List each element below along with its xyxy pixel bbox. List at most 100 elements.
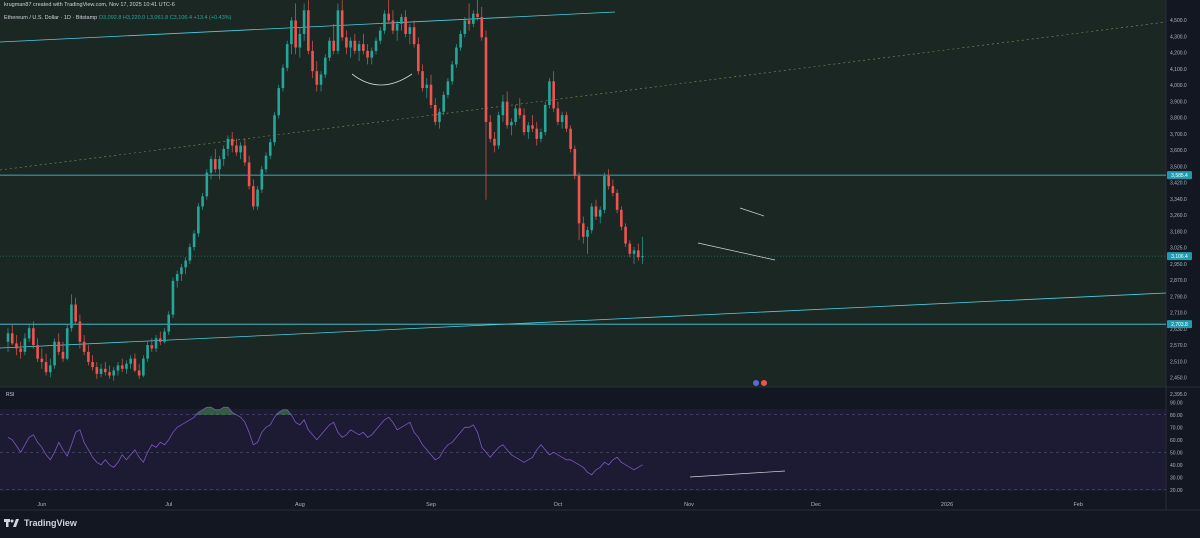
candle-body	[641, 256, 644, 258]
candle-body	[391, 20, 395, 31]
candle-body	[44, 362, 48, 373]
candle-body	[40, 358, 44, 363]
candle-body	[357, 44, 361, 51]
price-axis-label: 2,950.0	[1170, 262, 1187, 268]
rsi-band-fill	[0, 409, 1166, 491]
candle-body	[95, 367, 99, 374]
price-axis-label: 3,025.0	[1170, 246, 1187, 252]
candle-body	[260, 169, 264, 190]
candle-body	[6, 333, 10, 342]
price-axis-label: 3,260.0	[1170, 213, 1187, 219]
candle-body	[332, 40, 336, 51]
candle-body	[349, 40, 352, 48]
ohlc-readout: O3,092.8 H3,220.0 L3,061.8 C3,106.4 +13.…	[98, 15, 232, 21]
candle-body	[323, 57, 327, 75]
candle-body	[370, 50, 374, 58]
candle-body	[404, 17, 407, 34]
candle-body	[87, 351, 90, 363]
price-axis-label: 3,600.0	[1170, 148, 1187, 154]
candle-body	[70, 304, 73, 329]
candle-body	[505, 101, 509, 126]
price-axis-label: 4,100.0	[1170, 67, 1187, 73]
candle-body	[438, 111, 441, 122]
candle-body	[167, 314, 171, 332]
candle-body	[116, 365, 120, 371]
tradingview-logo[interactable]: TradingView	[4, 518, 77, 528]
candle-body	[99, 368, 103, 374]
candle-body	[455, 47, 458, 65]
candle-body	[209, 159, 213, 173]
symbol-line: Ethereum / U.S. Dollar · 1D · Bitstamp	[4, 15, 98, 21]
support-price-badge: 2,703.8	[1171, 322, 1188, 328]
candle-body	[463, 20, 467, 34]
last-price-badge-bg	[1167, 252, 1192, 261]
price-axis-label: 4,500.0	[1170, 18, 1187, 24]
candle-body	[543, 105, 547, 133]
candle-body	[91, 362, 94, 368]
candle-body	[15, 343, 18, 349]
candle-body	[362, 44, 365, 51]
rsi-axis-label: 60.00	[1170, 438, 1183, 444]
candle-body	[577, 176, 581, 224]
wedge-upper-line	[739, 207, 765, 217]
candle-body	[307, 10, 310, 51]
candle-body	[197, 206, 200, 234]
candle-body	[450, 64, 454, 82]
candle-body	[408, 27, 412, 34]
candle-body	[302, 10, 306, 34]
candle-body	[565, 115, 568, 129]
symbol-header: Ethereum / U.S. Dollar · 1D · Bitstamp O…	[4, 15, 231, 21]
candle-body	[446, 81, 450, 95]
candle-body	[256, 189, 259, 207]
candle-body	[319, 74, 323, 85]
candle-body	[328, 40, 331, 58]
price-axis-label: 3,180.0	[1170, 229, 1187, 235]
last-price-badge: 3,106.4	[1171, 254, 1188, 260]
candle-body	[497, 115, 500, 146]
candle-body	[247, 162, 251, 187]
price-pane	[0, 0, 1166, 387]
candle-body	[518, 108, 522, 116]
candle-body	[65, 328, 69, 359]
candle-body	[142, 358, 145, 376]
candle-body	[82, 341, 86, 352]
candle-body	[53, 341, 56, 366]
candle-body	[281, 67, 285, 89]
candle-body	[273, 115, 276, 143]
price-axis-label: 2,870.0	[1170, 278, 1187, 284]
candle-body	[108, 372, 111, 376]
candle-body	[294, 20, 297, 48]
candle-body	[556, 108, 560, 122]
time-axis-label: Nov	[684, 502, 694, 508]
candle-body	[472, 13, 475, 24]
candle-body	[32, 328, 35, 346]
candle-body	[501, 101, 505, 116]
candle-body	[366, 50, 369, 58]
candle-body	[213, 159, 217, 170]
candle-body	[125, 363, 128, 369]
price-axis-label: 4,200.0	[1170, 51, 1187, 57]
tradingview-logo-icon	[4, 519, 19, 527]
rsi-axis-label: 70.00	[1170, 425, 1183, 431]
wedge-lower-line	[697, 242, 776, 261]
price-axis-label: 3,340.0	[1170, 197, 1187, 203]
rsi-axis-label: 50.00	[1170, 450, 1183, 456]
candle-body	[594, 206, 598, 217]
candle-body	[383, 13, 386, 31]
candle-body	[201, 196, 204, 207]
candle-body	[433, 105, 437, 122]
candle-body	[103, 368, 107, 373]
price-axis-label: 4,300.0	[1170, 34, 1187, 40]
candle-body	[586, 230, 589, 237]
candle-body	[192, 233, 196, 248]
candle-body	[19, 348, 22, 352]
price-axis-label: 2,790.0	[1170, 294, 1187, 300]
candle-body	[412, 27, 416, 45]
candle-body	[400, 17, 403, 24]
resistance-price-badge-bg	[1167, 171, 1192, 180]
candle-body	[510, 121, 513, 126]
candle-body	[146, 345, 149, 359]
candle-body	[581, 223, 585, 237]
candle-body	[374, 40, 378, 51]
